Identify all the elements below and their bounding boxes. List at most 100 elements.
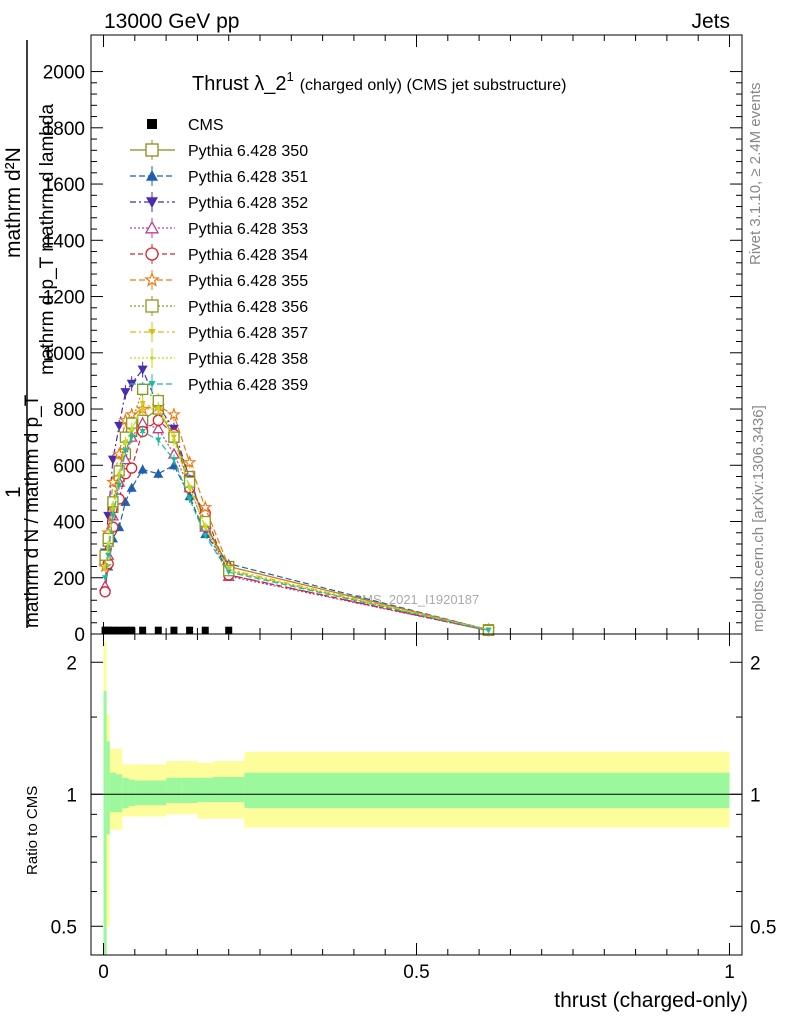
main-ytick-label: 200 xyxy=(53,569,85,590)
ylabel-numerator-suffix: mathrm d p_T mathrm d lambda xyxy=(37,104,58,375)
main-series xyxy=(98,361,496,637)
cms-point xyxy=(109,626,117,634)
legend-entry: Pythia 6.428 357 xyxy=(130,322,308,342)
cms-point xyxy=(186,626,194,634)
series-10 xyxy=(102,425,492,634)
cms-point xyxy=(170,626,178,634)
legend-label: Pythia 6.428 353 xyxy=(188,221,308,238)
legend-entry: Pythia 6.428 353 xyxy=(130,218,308,238)
ratio-ytick-label: 1 xyxy=(66,785,77,806)
series-10-point xyxy=(128,434,135,441)
series-3-point xyxy=(114,421,125,431)
series-10-point xyxy=(116,482,123,488)
ylabel-numerator: mathrm d²N xyxy=(2,147,25,258)
cms-point xyxy=(154,626,162,634)
legend-entry: Pythia 6.428 352 xyxy=(130,192,308,212)
legend-entry: Pythia 6.428 350 xyxy=(130,140,308,160)
ylabel-denominator: mathrm d N / mathrm d p_T xyxy=(22,394,43,628)
series-5-point xyxy=(126,462,138,474)
ratio-bands xyxy=(103,642,730,955)
chart-title-sup: 1 xyxy=(286,69,293,84)
ratio-band-inner xyxy=(150,780,167,806)
ratio-band-inner xyxy=(122,777,129,809)
ratio-band-inner xyxy=(116,774,123,813)
ratio-ytick-label-right: 0.5 xyxy=(750,917,776,938)
ratio-band-inner xyxy=(109,772,117,813)
legend-marker xyxy=(146,197,158,208)
legend-marker xyxy=(144,271,160,287)
main-ytick-label: 800 xyxy=(53,400,85,421)
ratio-band-inner xyxy=(134,780,151,806)
series-9-point xyxy=(203,523,208,528)
main-ytick-label: 2000 xyxy=(43,63,85,84)
series-10-point xyxy=(109,513,116,519)
main-yticks: 0 200 400 600 800 1000 1200 1400 1600 1800 2000 xyxy=(43,63,742,646)
series-10-point xyxy=(202,533,209,539)
legend-label: Pythia 6.428 352 xyxy=(188,195,308,212)
series-9-point xyxy=(156,407,161,411)
series-10-point xyxy=(102,575,109,581)
legend-marker xyxy=(147,119,157,129)
cms-point xyxy=(104,626,112,634)
main-ytick-label: 1200 xyxy=(43,288,85,309)
legend-label: Pythia 6.428 357 xyxy=(188,325,308,342)
legend-marker xyxy=(148,329,156,336)
series-6-point xyxy=(167,407,181,421)
series-10-point xyxy=(122,448,129,455)
series-9-point xyxy=(172,438,176,442)
legend-entry: CMS xyxy=(147,117,224,134)
series-7-point xyxy=(99,549,111,561)
xtick-label: 0.5 xyxy=(403,962,429,983)
ratio-band-inner xyxy=(244,772,730,809)
series-3-point xyxy=(120,388,131,398)
legend-label: Pythia 6.428 354 xyxy=(188,247,308,264)
series-4-point xyxy=(152,422,165,434)
legend-label: Pythia 6.428 358 xyxy=(188,351,308,368)
legend-entry: Pythia 6.428 356 xyxy=(130,296,308,316)
series-2-point xyxy=(137,464,148,474)
ratio-band-inner xyxy=(166,777,182,804)
legend-marker xyxy=(148,381,156,388)
series-8-point xyxy=(109,507,116,514)
cms-markers xyxy=(101,626,233,634)
ratio-ytick-label-right: 2 xyxy=(750,653,761,674)
series-10-point xyxy=(186,496,193,503)
cms-point xyxy=(201,626,209,634)
ratio-ylabel: Ratio to CMS xyxy=(24,786,41,875)
legend-entry: Pythia 6.428 359 xyxy=(130,374,308,394)
legend-label: Pythia 6.428 359 xyxy=(188,377,308,394)
ratio-band-inner xyxy=(128,779,135,807)
series-3-point xyxy=(137,365,148,375)
chart-title: Thrust λ_21 (charged only) (CMS jet subst… xyxy=(192,69,566,95)
series-9-point xyxy=(106,542,111,546)
series-2-point xyxy=(153,468,164,478)
legend-entry: Pythia 6.428 355 xyxy=(130,270,308,290)
series-3-point xyxy=(107,455,118,465)
ratio-ytick-label: 0.5 xyxy=(51,917,77,938)
series-5-point xyxy=(99,586,111,598)
rivet-label: Rivet 3.1.10, ≥ 2.4M events xyxy=(747,83,764,266)
legend-marker xyxy=(150,356,154,360)
process-label: 13000 GeV pp xyxy=(104,10,239,33)
series-6-point xyxy=(198,500,213,514)
ylabel-left: 1 xyxy=(2,486,25,498)
series-10-point xyxy=(170,457,177,463)
chart-title-main: Thrust λ_2 xyxy=(192,73,286,95)
legend-marker xyxy=(145,247,159,261)
series-10-point xyxy=(485,627,492,634)
series-9-point xyxy=(111,502,115,507)
legend-entry: Pythia 6.428 354 xyxy=(130,244,308,264)
legend-label: Pythia 6.428 350 xyxy=(188,143,308,160)
series-6-point xyxy=(106,474,120,489)
ratio-band-inner xyxy=(197,777,214,803)
legend-label: CMS xyxy=(188,117,224,134)
series-2 xyxy=(100,460,494,634)
xtick-label: 0 xyxy=(98,962,109,983)
legend: CMS Pythia 6.428 350 Pythia 6.428 351 Pythi… xyxy=(130,117,308,394)
ratio-yticks: 0.5 0.5 1 1 2 2 xyxy=(51,653,777,938)
ratio-band-inner xyxy=(213,776,245,803)
cms-point xyxy=(128,626,136,634)
series-10-point xyxy=(225,569,232,576)
legend-label: Pythia 6.428 356 xyxy=(188,299,308,316)
